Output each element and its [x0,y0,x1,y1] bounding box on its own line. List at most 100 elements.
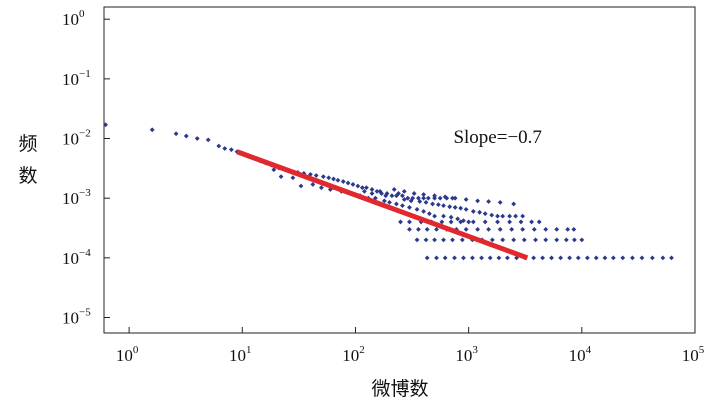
scatter-point [531,226,537,232]
scatter-point [432,213,437,219]
y-axis-ticks: 100 10−1 10−2 10−3 10−4 10−5 [62,8,110,328]
scatter-point [452,255,457,261]
scatter-point [434,226,439,232]
scatter-point [442,194,448,200]
scatter-point [331,176,336,182]
scatter-point [630,255,635,261]
scatter-point [549,255,554,261]
scatter-point [416,195,421,201]
y-axis-title: 频 数 [18,133,37,187]
scatter-point [407,205,412,210]
scatter-point [318,185,324,191]
scatter-point [401,197,407,202]
y-axis-title-char-1: 频 [18,133,37,155]
scatter-point [486,199,491,204]
scatter-point [543,237,549,243]
scatter-point [489,212,495,218]
scatter-point [320,174,326,179]
scatter-point [421,195,427,201]
scatter-point [432,195,437,201]
scatter-point [511,201,517,207]
scatter-point [558,255,564,261]
scatter-point [450,237,455,243]
scatter-point [437,195,443,201]
scatter-point [194,136,200,141]
scatter-point [271,167,277,173]
scatter-point [335,177,341,183]
scatter-point [482,211,488,217]
scatter-point [509,226,515,232]
scatter-point [497,226,503,232]
scatter-point [497,199,503,205]
scatter-point [660,255,666,261]
scatter-point [639,255,645,261]
scatter-point [424,226,430,232]
scatter-point [533,237,538,243]
x-tick-label: 100 [116,344,139,365]
scatter-point [383,193,389,199]
scatter-point [394,201,399,207]
scatter-point [448,219,454,225]
scatter-point [407,219,412,225]
scatter-point [350,182,356,187]
scatter-point [458,205,464,211]
scatter-point [540,255,545,261]
scatter-point [398,219,403,225]
scatter-point [362,188,367,194]
scatter-point [500,237,506,243]
scatter-point [571,226,577,232]
scatter-point [432,237,437,243]
scatter-point [487,255,493,261]
scatter-point [531,255,537,261]
scatter-point [310,182,316,187]
scatter-point [536,219,542,225]
scatter-point [620,255,626,261]
scatter-point [441,213,446,219]
y-tick-label: 10−5 [62,307,91,328]
scatter-point [377,188,383,194]
scatter-point [439,219,445,225]
scatter-point [500,213,506,219]
scatter-point [364,185,369,191]
scatter-point [520,213,526,219]
scatter-point [563,237,569,243]
scatter-point [486,226,491,232]
scatter-point [426,211,432,217]
scatter-point [520,226,526,232]
scatter-point [396,191,401,196]
scatter-point [387,199,392,205]
scatter-point [401,188,407,194]
scatter-point [301,171,307,176]
fit-line [236,149,529,261]
scatter-point [529,219,535,225]
scatter-point [432,193,437,199]
scatter-point [507,219,512,225]
scatter-point [463,206,469,212]
scatter-point [511,237,517,243]
scatter-point [423,199,429,205]
scatter-point [518,219,524,225]
scatter-point [610,255,616,261]
scatter-point [424,255,430,261]
scatter-point [411,191,417,196]
scatter-point [228,147,234,153]
scatter-point [450,195,455,201]
scatter-point [466,219,472,225]
scatter-point [669,255,674,261]
scatter-point [430,201,435,207]
scatter-point [452,205,458,210]
scatter-point [298,183,304,189]
scatter-point [495,219,500,225]
scatter-point [470,219,476,225]
y-tick-label: 10−2 [62,128,91,149]
x-tick-label: 104 [569,344,592,365]
x-tick-label: 103 [455,344,478,365]
scatter-point [495,213,500,219]
scatter-point [416,226,421,232]
scatter-point [507,213,512,219]
scatter-point [290,175,296,181]
scatter-points [103,122,674,261]
x-tick-label: 102 [342,344,365,365]
scatter-point [407,226,412,232]
x-tick-label: 105 [682,344,705,365]
